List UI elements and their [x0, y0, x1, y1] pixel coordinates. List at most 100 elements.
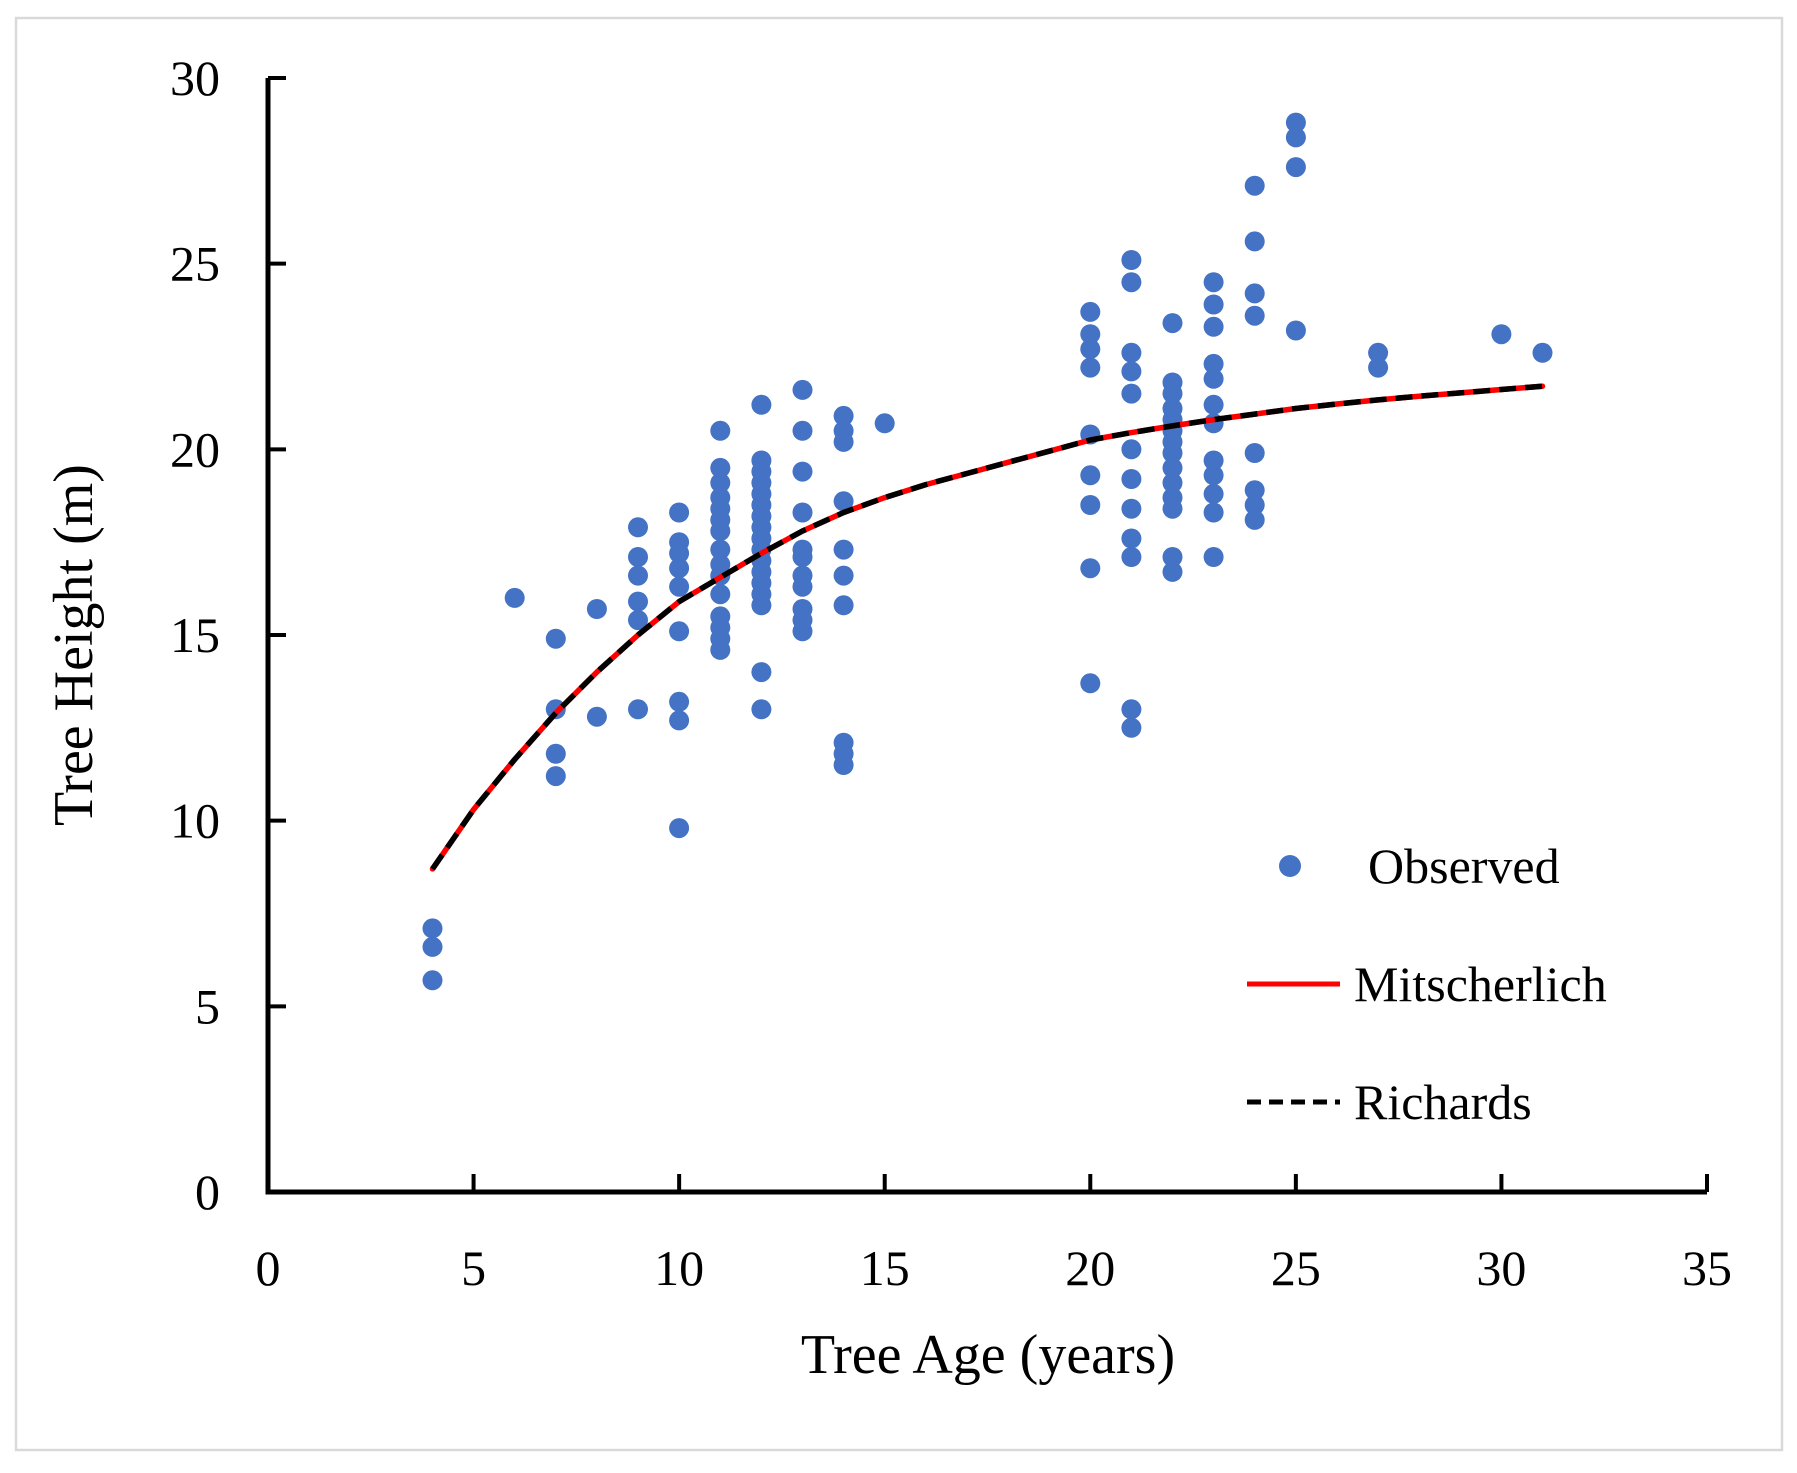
data-point-observed	[1162, 472, 1183, 493]
data-point-observed	[1121, 383, 1142, 404]
data-point-observed	[1121, 361, 1142, 382]
data-point-observed	[669, 621, 690, 642]
data-point-observed	[1162, 457, 1183, 478]
data-point-observed	[1203, 353, 1224, 374]
data-point-observed	[1080, 558, 1101, 579]
y-tick-label: 15	[170, 607, 220, 663]
data-point-observed	[504, 587, 525, 608]
legend: Observed Mitscherlich Richards	[1247, 838, 1607, 1130]
data-point-observed	[586, 599, 607, 619]
data-point-observed	[1285, 157, 1306, 178]
legend-observed-marker-icon	[1279, 855, 1301, 877]
data-point-observed	[1162, 443, 1183, 463]
data-point-observed	[1162, 498, 1183, 519]
fitted-curves-layer	[429, 383, 1546, 872]
data-point-observed	[833, 431, 854, 452]
data-point-observed	[710, 539, 731, 560]
legend-richards-label: Richards	[1354, 1074, 1532, 1130]
y-axis-title: Tree Height (m)	[43, 464, 105, 826]
data-point-observed	[710, 584, 731, 605]
data-point-observed	[628, 610, 648, 631]
data-point-observed	[1162, 561, 1183, 582]
data-point-observed	[1491, 324, 1512, 345]
data-point-observed	[1121, 547, 1142, 567]
data-point-observed	[710, 420, 731, 441]
x-tick-labels: 0 5 10 15 20 25 30 35	[256, 1240, 1733, 1296]
data-point-observed	[1244, 480, 1265, 501]
data-point-observed	[669, 576, 690, 597]
x-tick-label: 20	[1065, 1240, 1115, 1296]
data-point-observed	[669, 558, 690, 579]
data-point-observed	[792, 420, 813, 441]
data-point-observed	[545, 743, 566, 764]
data-point-observed	[833, 755, 854, 775]
data-point-observed	[1203, 394, 1224, 415]
data-point-observed	[628, 699, 648, 720]
data-point-observed	[669, 691, 690, 712]
data-point-observed	[1080, 357, 1101, 378]
data-point-observed	[422, 936, 443, 957]
data-point-observed	[669, 710, 690, 731]
y-ticks	[268, 76, 286, 1009]
data-point-observed	[833, 491, 854, 512]
data-point-observed	[1121, 250, 1142, 270]
y-tick-labels: 0 5 10 15 20 25 30	[170, 50, 220, 1220]
axes: 0 5 10 15 20 25 30 35 0 5 10 15 20 25 30	[170, 50, 1732, 1296]
x-tick-label: 35	[1682, 1240, 1732, 1296]
data-point-observed	[1203, 483, 1224, 504]
data-point-observed	[628, 517, 648, 538]
x-tick-label: 10	[654, 1240, 704, 1296]
data-point-observed	[628, 591, 648, 612]
x-axis-title: Tree Age (years)	[801, 1324, 1175, 1386]
data-point-observed	[751, 662, 772, 683]
y-tick-label: 25	[170, 236, 220, 292]
data-point-observed	[1121, 528, 1142, 549]
y-tick-label: 5	[195, 978, 220, 1034]
data-point-observed	[1203, 294, 1224, 315]
data-point-observed	[628, 565, 648, 586]
data-point-observed	[833, 565, 854, 586]
data-point-observed	[792, 461, 813, 482]
data-point-observed	[792, 502, 813, 523]
data-point-observed	[1203, 465, 1224, 486]
x-ticks	[471, 1174, 1709, 1192]
data-point-observed	[1244, 231, 1265, 252]
data-point-observed	[1244, 283, 1265, 304]
data-point-observed	[628, 547, 648, 567]
data-point-observed	[1203, 368, 1224, 389]
data-point-observed	[751, 394, 772, 415]
data-point-observed	[1121, 342, 1142, 363]
data-point-observed	[1162, 313, 1183, 334]
data-point-observed	[422, 918, 443, 939]
data-point-observed	[1080, 301, 1101, 322]
data-point-observed	[1121, 439, 1142, 460]
data-point-observed	[1121, 699, 1142, 720]
data-point-observed	[1080, 339, 1101, 360]
observed-points-layer	[422, 112, 1553, 991]
data-point-observed	[1203, 272, 1224, 293]
data-point-observed	[1244, 175, 1265, 196]
data-point-observed	[792, 621, 813, 642]
data-point-observed	[874, 413, 895, 434]
data-point-observed	[751, 595, 772, 616]
richards-curve	[430, 383, 1543, 871]
data-point-observed	[586, 706, 607, 727]
data-point-observed	[710, 457, 731, 478]
data-point-observed	[1162, 383, 1183, 404]
y-tick-label: 20	[170, 421, 220, 477]
x-tick-label: 0	[256, 1240, 281, 1296]
data-point-observed	[1162, 547, 1183, 567]
data-point-observed	[1244, 495, 1265, 515]
data-point-observed	[1203, 502, 1224, 523]
data-point-observed	[1121, 498, 1142, 519]
mitscherlich-curve	[429, 383, 1546, 872]
data-point-observed	[1368, 342, 1389, 363]
y-tick-label: 30	[170, 50, 220, 106]
x-tick-label: 5	[461, 1240, 486, 1296]
data-point-observed	[669, 543, 690, 564]
data-point-observed	[1203, 316, 1224, 337]
y-tick-label: 10	[170, 793, 220, 849]
data-point-observed	[1285, 127, 1306, 148]
